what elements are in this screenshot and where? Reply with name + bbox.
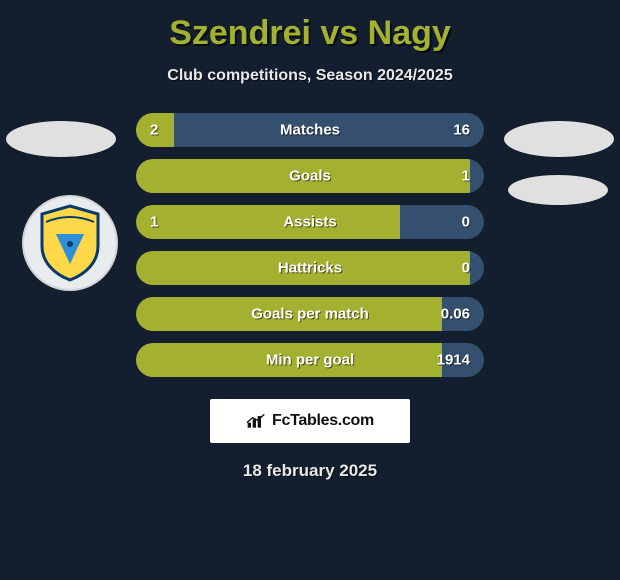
stat-value-left: 2 <box>150 122 158 139</box>
stat-segment-right <box>470 251 484 285</box>
shield-icon <box>36 204 104 282</box>
stat-bar: Goals 1 <box>136 159 484 193</box>
stat-segment-left <box>136 205 400 239</box>
stat-label: Min per goal <box>266 352 354 369</box>
stat-bar: Assists 1 0 <box>136 205 484 239</box>
stat-value-right: 1 <box>462 168 470 185</box>
brand-text: FcTables.com <box>272 412 374 430</box>
stat-bar: Matches 2 16 <box>136 113 484 147</box>
footer-date: 18 february 2025 <box>0 461 620 481</box>
stat-value-right: 0 <box>462 214 470 231</box>
stat-value-left: 1 <box>150 214 158 231</box>
stat-label: Goals per match <box>251 306 369 323</box>
stat-bar: Hattricks 0 <box>136 251 484 285</box>
stat-value-right: 16 <box>453 122 470 139</box>
chart-icon <box>246 412 266 430</box>
stat-value-right: 0.06 <box>441 306 470 323</box>
stat-value-right: 0 <box>462 260 470 277</box>
stat-label: Hattricks <box>278 260 342 277</box>
page-subtitle: Club competitions, Season 2024/2025 <box>0 67 620 85</box>
stat-bar: Min per goal 1914 <box>136 343 484 377</box>
page-title: Szendrei vs Nagy <box>0 0 620 53</box>
stat-bar: Goals per match 0.06 <box>136 297 484 331</box>
stat-label: Assists <box>283 214 336 231</box>
comparison-arena: Matches 2 16 Goals 1 Assists 1 0 Hattricks 0 Goals… <box>0 113 620 377</box>
stat-value-right: 1914 <box>437 352 470 369</box>
avatar-placeholder-left <box>6 121 116 157</box>
stat-segment-right <box>470 159 484 193</box>
avatar-placeholder-right-top <box>504 121 614 157</box>
brand-box[interactable]: FcTables.com <box>210 399 410 443</box>
club-badge <box>22 195 118 291</box>
stat-label: Matches <box>280 122 340 139</box>
stat-segment-right <box>400 205 484 239</box>
stat-rows: Matches 2 16 Goals 1 Assists 1 0 Hattricks 0 Goals… <box>136 113 484 377</box>
avatar-placeholder-right-bottom <box>508 175 608 205</box>
stat-label: Goals <box>289 168 331 185</box>
